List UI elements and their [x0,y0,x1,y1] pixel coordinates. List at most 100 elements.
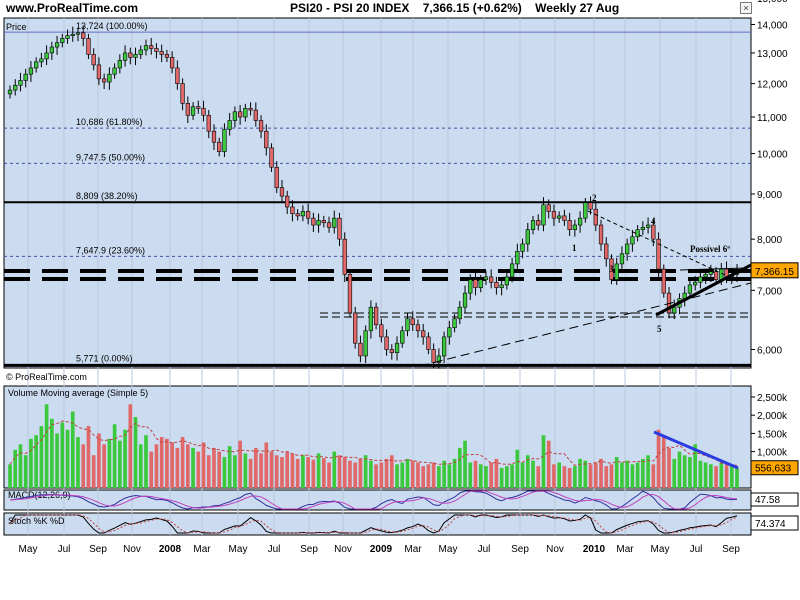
volume-bar [81,444,86,488]
macd-line [9,490,738,510]
volume-bar [327,462,331,488]
candle-body [39,58,44,63]
volume-bar [285,451,290,488]
volume-bar [206,455,211,488]
volume-bar [473,460,478,488]
macd-last-tag [750,492,799,507]
volume-bar [625,460,629,488]
candle-body [651,224,656,240]
x-tick-label: Mar [616,544,634,555]
volume-bar [337,455,342,488]
x-tick-label: 2010 [583,544,606,555]
candle-body [180,83,185,104]
volume-bar [599,458,603,488]
volume-bar [478,464,483,488]
candle-body [164,54,170,58]
price-tick-label: 13,000 [757,49,788,60]
volume-bar [525,455,530,488]
volume-bar [128,404,133,488]
volume-bar [76,437,80,488]
x-tick-label: Nov [334,544,352,555]
candle-body [541,204,546,226]
candle-body [708,271,713,275]
candle-body [494,281,499,288]
volume-bar [672,458,677,488]
candle-body [509,263,515,278]
candle-body [389,349,394,354]
volume-bar [159,437,164,488]
candle-body [217,141,222,152]
volume-bar [342,457,347,488]
volume-bar [593,462,598,488]
candle-body [337,217,342,240]
macd-last-value: 47.58 [755,495,780,506]
volume-bar [301,455,305,488]
candle-body [625,243,630,255]
volume-bar [431,462,436,488]
volume-bar [714,466,718,488]
volume-bar [693,444,697,488]
volume-bar [604,466,609,488]
volume-bar [562,466,567,488]
volume-bar [515,449,520,488]
candle-body [102,78,107,83]
volume-tick-label: 1,500k [757,429,788,440]
volume-bar [243,453,248,488]
x-tick-label: Jul [478,544,491,555]
candle-body [201,108,206,116]
candle-body [593,208,598,226]
stoch-last-value: 74.374 [755,519,786,530]
volume-bar [34,435,38,488]
candle-body [687,284,693,294]
volume-bar [280,457,284,488]
volume-bar [295,458,300,488]
volume-bar [578,458,582,488]
close-icon[interactable]: × [740,2,752,14]
candle-body [499,284,504,288]
candle-body [431,349,436,363]
candle-body [170,57,175,69]
site-url[interactable]: www.ProRealTime.com [6,1,139,15]
volume-bar [463,440,467,488]
volume-bar [269,451,274,488]
candle-body [693,281,698,286]
volume-bar [499,467,504,488]
candle-body [190,106,196,116]
candle-body [206,114,211,132]
candle-body [54,42,60,48]
volume-bar [363,455,368,488]
fib-level-label: 10,686 (61.80%) [76,117,143,127]
candle-body [237,111,243,118]
stoch-panel [3,512,752,536]
candle-body [86,38,91,55]
candle-body [368,306,374,332]
candle-body [478,279,483,288]
volume-bar [264,442,269,488]
stoch-title: Stoch %K %D [8,516,65,526]
candle-body [149,45,154,49]
last-price-change: 7,366.15 (+0.62%) [422,1,522,15]
volume-bar [253,447,258,488]
volume-bar [573,466,577,488]
volume-bar [196,451,201,488]
volume-bar [212,447,216,488]
volume-bar [55,433,59,488]
volume-bar [18,444,23,488]
price-tick-label: 7,000 [757,286,782,297]
volume-bar [91,455,96,488]
volume-bar [50,418,54,488]
chart-header: www.ProRealTime.com PSI20 - PSI 20 INDEX… [0,0,800,18]
instrument-name: PSI20 - PSI 20 INDEX [290,1,410,15]
candle-body [713,271,719,280]
volume-bar [426,464,431,488]
volume-bar [60,422,65,488]
candle-body [13,84,18,91]
wedge-upper [679,267,746,271]
candle-body [384,336,389,350]
volume-bar [583,460,588,488]
candle-body [232,111,238,121]
candle-body [421,330,426,338]
candle-body [138,49,143,55]
volume-bar [400,462,405,488]
volume-bar [395,464,399,488]
